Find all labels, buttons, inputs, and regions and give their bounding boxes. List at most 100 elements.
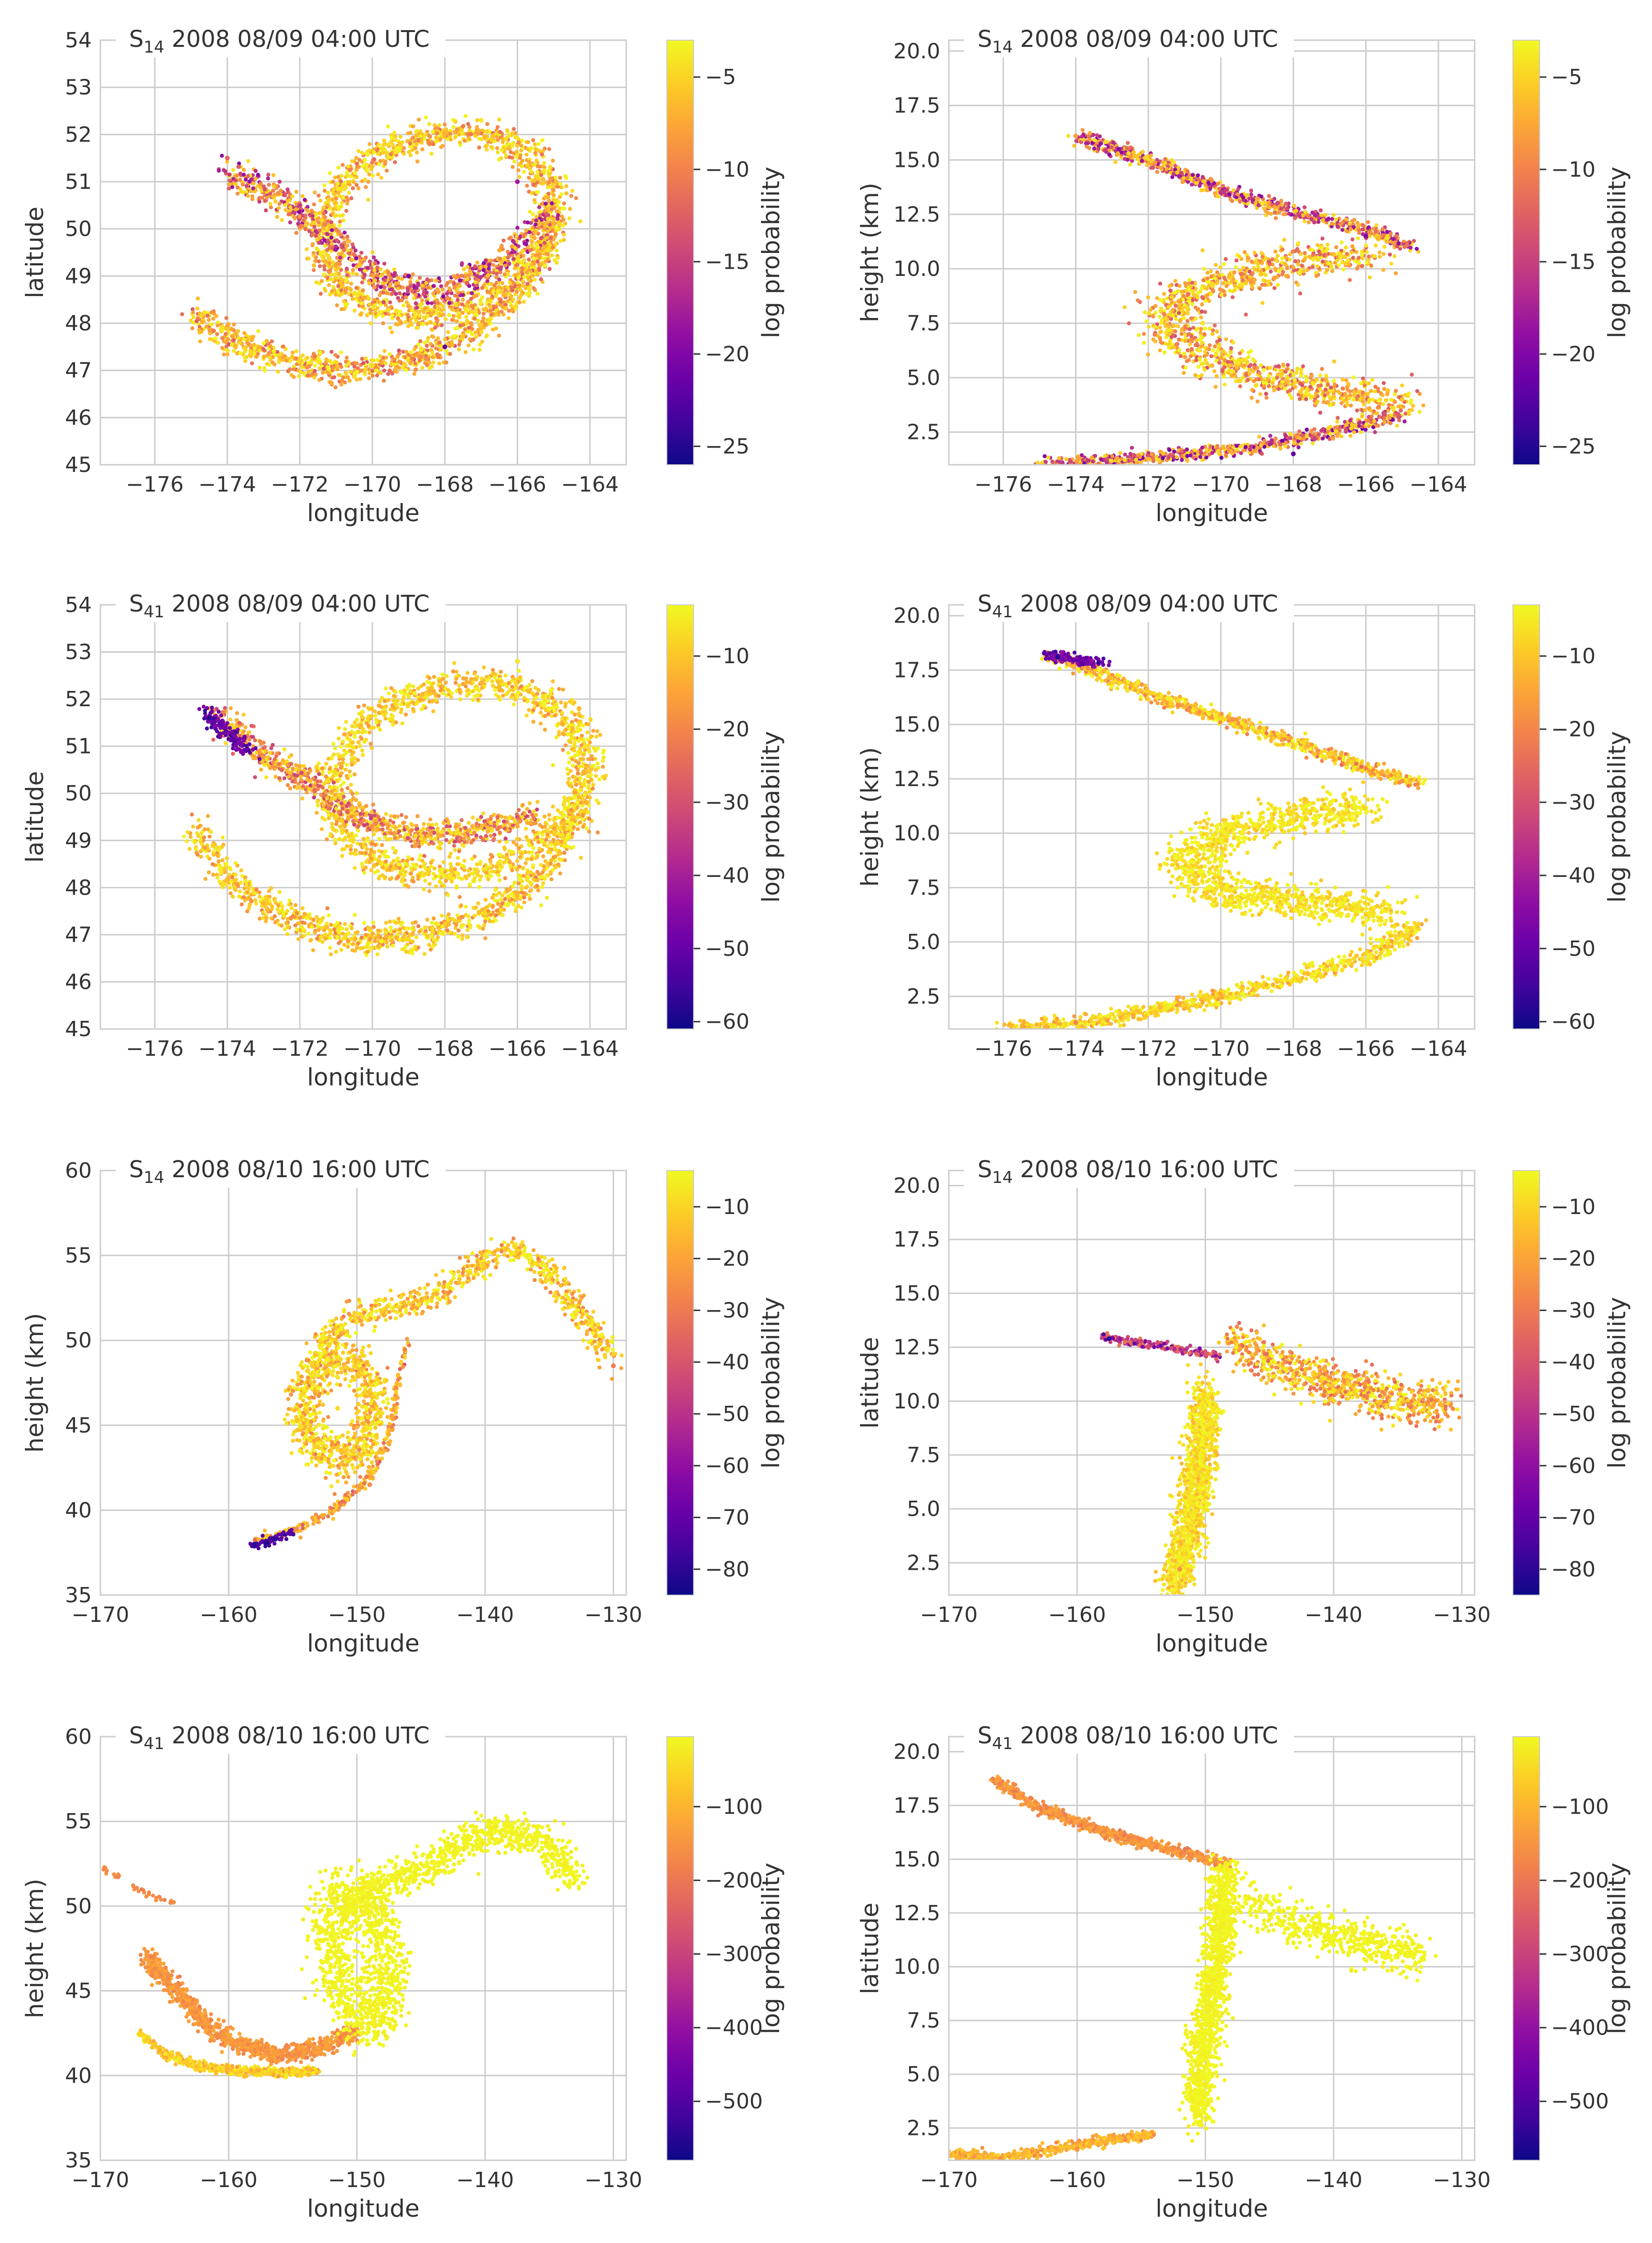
data-point <box>433 325 437 330</box>
data-point <box>491 289 495 293</box>
data-point <box>238 340 242 345</box>
data-point <box>1231 188 1236 192</box>
data-point <box>1314 271 1318 275</box>
data-point <box>429 342 433 346</box>
data-point <box>1144 319 1149 323</box>
data-point <box>1300 263 1304 268</box>
data-point <box>524 228 528 233</box>
data-point <box>1196 173 1200 177</box>
y-tick-label: 45 <box>65 453 92 477</box>
data-point <box>465 281 469 285</box>
data-point <box>372 268 377 273</box>
data-point <box>394 322 398 327</box>
data-point <box>543 244 548 248</box>
data-point <box>264 208 268 213</box>
data-point <box>1374 230 1378 234</box>
data-point <box>1391 237 1396 241</box>
data-point <box>330 197 334 202</box>
data-point <box>220 346 225 350</box>
data-point <box>1107 152 1111 157</box>
data-point <box>1170 175 1174 179</box>
data-point <box>390 371 394 376</box>
data-point <box>1203 368 1207 372</box>
data-point <box>1320 236 1325 241</box>
data-point <box>538 213 543 218</box>
data-point <box>335 303 339 307</box>
data-point <box>330 277 335 282</box>
data-point <box>473 277 478 281</box>
data-point <box>325 248 329 252</box>
data-point <box>1116 151 1120 155</box>
data-point <box>1369 389 1373 393</box>
data-point <box>1213 384 1218 389</box>
data-point <box>444 127 448 131</box>
data-point <box>336 284 340 288</box>
data-point <box>334 213 338 218</box>
data-point <box>344 371 348 375</box>
data-point <box>444 360 448 365</box>
data-point <box>385 151 389 155</box>
data-point <box>1193 282 1197 286</box>
data-point <box>1319 213 1324 218</box>
data-point <box>1348 221 1352 226</box>
data-point <box>485 130 489 134</box>
data-point <box>533 230 537 235</box>
data-point <box>331 207 336 211</box>
data-point <box>545 248 550 253</box>
data-point <box>434 139 438 143</box>
data-point <box>497 281 501 285</box>
data-point <box>476 131 481 136</box>
data-point <box>450 318 454 322</box>
data-point <box>543 201 548 206</box>
data-point <box>525 270 529 275</box>
data-point <box>360 179 364 184</box>
data-point <box>381 290 386 295</box>
data-point <box>1323 387 1328 392</box>
data-point <box>358 298 362 302</box>
data-point <box>426 133 431 138</box>
data-point <box>297 210 301 214</box>
data-point <box>1273 368 1278 372</box>
data-point <box>264 339 269 343</box>
data-point <box>317 241 321 245</box>
data-point <box>527 189 531 194</box>
data-point <box>562 201 566 206</box>
data-point <box>1205 188 1209 193</box>
data-point <box>560 214 565 219</box>
data-point <box>1191 326 1196 330</box>
data-point <box>335 361 339 365</box>
data-point <box>435 287 439 292</box>
data-point <box>1199 373 1204 377</box>
data-point <box>266 352 271 357</box>
data-point <box>277 202 282 206</box>
data-point <box>489 145 494 149</box>
data-point <box>562 238 566 242</box>
data-point <box>524 153 529 157</box>
data-point <box>316 360 320 364</box>
data-point <box>564 191 569 196</box>
data-point <box>314 234 318 238</box>
data-point <box>354 167 359 172</box>
data-point <box>351 186 355 190</box>
data-point <box>408 144 413 149</box>
data-point <box>323 238 327 242</box>
data-point <box>334 196 338 201</box>
data-point <box>488 130 492 134</box>
data-point <box>413 293 418 297</box>
data-point <box>254 355 258 359</box>
data-point <box>226 349 230 353</box>
data-point <box>1382 387 1387 391</box>
data-point <box>504 144 509 148</box>
data-point <box>244 177 248 182</box>
data-point <box>1164 167 1169 171</box>
data-point <box>467 273 471 277</box>
data-point <box>531 212 535 217</box>
data-point <box>529 221 533 225</box>
data-point <box>352 364 357 369</box>
data-point <box>440 287 445 292</box>
data-point <box>334 276 338 280</box>
data-point <box>383 159 388 164</box>
data-point <box>556 256 560 260</box>
data-point <box>222 352 226 357</box>
data-point <box>348 168 352 172</box>
